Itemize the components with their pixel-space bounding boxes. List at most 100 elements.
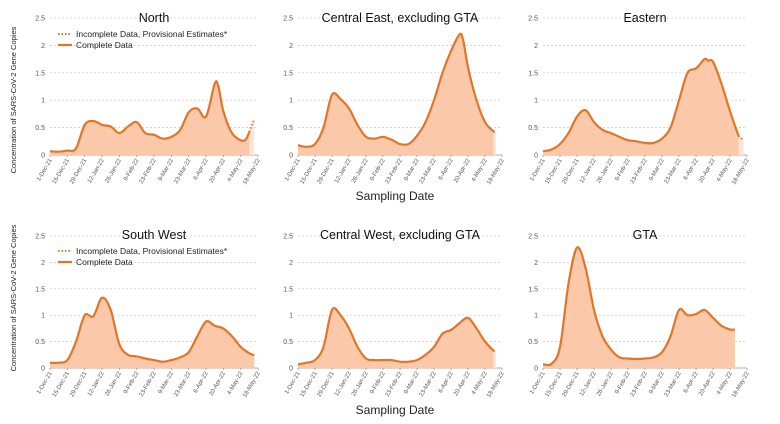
x-tick-label: 4-May-22 [471,157,489,183]
y-tick-label: 1 [289,98,293,105]
x-tick-label: 12-Jan-22 [87,370,106,397]
y-tick-label: 0 [41,366,45,373]
incomplete-line [248,118,256,133]
y-tick-label: 0.5 [283,339,293,346]
y-tick-label: 0.5 [283,125,293,132]
complete-area [543,247,735,368]
x-tick-label: 9-Feb-22 [123,157,141,182]
y-tick-label: 1 [289,313,293,320]
x-tick-label: 23-Mar-22 [173,157,192,185]
x-tick-label: 9-Mar-22 [158,370,176,395]
x-tick-label: 29-Dec-21 [69,157,89,185]
x-tick-label: 26-Jan-22 [351,157,370,184]
y-tick-label: 2 [534,43,538,50]
x-tick-label: 9-Feb-22 [614,157,632,182]
y-tick-label: 1.5 [528,286,538,293]
y-tick-label: 0 [289,366,293,373]
x-tick-label: 26-Jan-22 [596,157,615,184]
x-tick-label: 6-Apr-22 [683,157,700,181]
x-tick-label: 29-Dec-21 [69,370,89,398]
x-tick-label: 1-Dec-21 [36,370,54,395]
x-tick-label: 12-Jan-22 [334,157,353,184]
x-tick-label: 26-Jan-22 [104,370,123,397]
x-tick-label: 1-Dec-21 [529,370,547,395]
complete-line [49,80,251,153]
x-tick-label: 18-May-22 [242,157,262,185]
x-tick-label: 18-May-22 [486,370,506,398]
x-tick-label: 12-Jan-22 [87,157,106,184]
y-tick-label: 1.5 [35,70,45,77]
y-tick-label: 1.5 [283,70,293,77]
panel-central-east-excluding-gta: 00.511.522.51-Dec-2115-Dec-2129-Dec-2112… [283,11,506,186]
x-tick-label: 6-Apr-22 [683,370,700,394]
x-tick-label: 20-Apr-22 [453,370,472,397]
y-tick-label: 2 [41,43,45,50]
incomplete-line [493,130,497,134]
complete-area [543,58,739,155]
y-tick-label: 2 [289,260,293,267]
x-tick-label: 1-Dec-21 [284,370,302,395]
x-axis-label-bottom: Sampling Date [356,403,435,417]
incomplete-line [493,349,497,354]
y-tick-label: 2.5 [283,16,293,23]
x-tick-label: 26-Jan-22 [351,370,370,397]
y-tick-label: 0.5 [35,125,45,132]
y-tick-label: 2 [41,260,45,267]
incomplete-area [493,350,496,368]
x-tick-label: 26-Jan-22 [596,370,615,397]
x-tick-label: 9-Mar-22 [648,370,666,395]
incomplete-area [738,135,744,155]
x-tick-label: 9-Mar-22 [403,157,421,182]
x-tick-label: 20-Apr-22 [698,157,717,184]
legend-complete-label: Complete Data [76,40,133,50]
x-tick-label: 4-May-22 [471,370,489,396]
x-tick-label: 4-May-22 [227,157,245,183]
legend-complete-label: Complete Data [76,257,133,267]
x-tick-label: 9-Mar-22 [648,157,666,182]
x-tick-label: 6-Apr-22 [438,370,455,394]
x-tick-label: 23-Feb-22 [385,157,404,185]
panel-north: 0 0.5 1 1.5 2 2.5 1-Dec-2115-Dec-2129-Dec-2112… [35,11,262,186]
x-tick-label: 23-Feb-22 [630,157,649,185]
x-tick-label: 20-Apr-22 [698,370,717,397]
complete-line [297,306,495,366]
x-tick-label: 4-May-22 [227,370,245,396]
x-tick-label: 1-Dec-21 [36,157,54,182]
incomplete-area [493,131,496,155]
x-tick-label: 9-Feb-22 [369,157,387,182]
panel-gta: 00.511.522.51-Dec-2115-Dec-2129-Dec-2112… [528,228,751,399]
legend-incomplete-label: Incomplete Data, Provisional Estimates* [76,29,228,39]
complete-area [298,308,494,368]
panel-eastern: 00.511.522.51-Dec-2115-Dec-2129-Dec-2112… [528,11,751,186]
x-tick-label: 26-Jan-22 [104,157,123,184]
y-tick-label: 2 [534,260,538,267]
panel-title: GTA [633,228,658,242]
x-tick-label: 18-May-22 [242,370,262,398]
y-tick-label: 0.5 [528,339,538,346]
y-tick-label: 2.5 [528,234,538,241]
x-tick-label: 23-Feb-22 [139,370,158,398]
y-axis-label-top: Concentration of SARS-CoV-2 Gene Copies [9,26,18,173]
x-tick-label: 9-Feb-22 [614,370,632,395]
y-tick-label: 2.5 [35,234,45,241]
panel-title: Central West, excluding GTA [320,228,481,242]
y-tick-label: 2.5 [528,16,538,23]
panel-central-west-excluding-gta: 00.511.522.51-Dec-2115-Dec-2129-Dec-2112… [283,228,506,399]
x-tick-label: 18-May-22 [731,157,751,185]
x-tick-label: 23-Mar-22 [419,157,438,185]
y-tick-label: 1.5 [35,286,45,293]
x-tick-label: 23-Mar-22 [664,157,683,185]
complete-line [297,32,495,148]
panel-south-west: 0 0.5 1 1.5 2 2.5 1-Dec-2115-Dec-2129-Dec-2112… [35,228,262,399]
y-tick-label: 2.5 [35,16,45,23]
x-tick-label: 6-Apr-22 [193,157,210,181]
y-tick-label: 1 [41,98,45,105]
y-tick-label: 0 [534,153,538,160]
x-tick-label: 18-May-22 [731,370,751,398]
panel-title: South West [122,228,187,242]
y-tick-label: 2 [289,43,293,50]
x-tick-label: 1-Dec-21 [284,157,302,182]
legend: Incomplete Data, Provisional Estimates*C… [58,29,228,50]
x-tick-label: 23-Mar-22 [419,370,438,398]
